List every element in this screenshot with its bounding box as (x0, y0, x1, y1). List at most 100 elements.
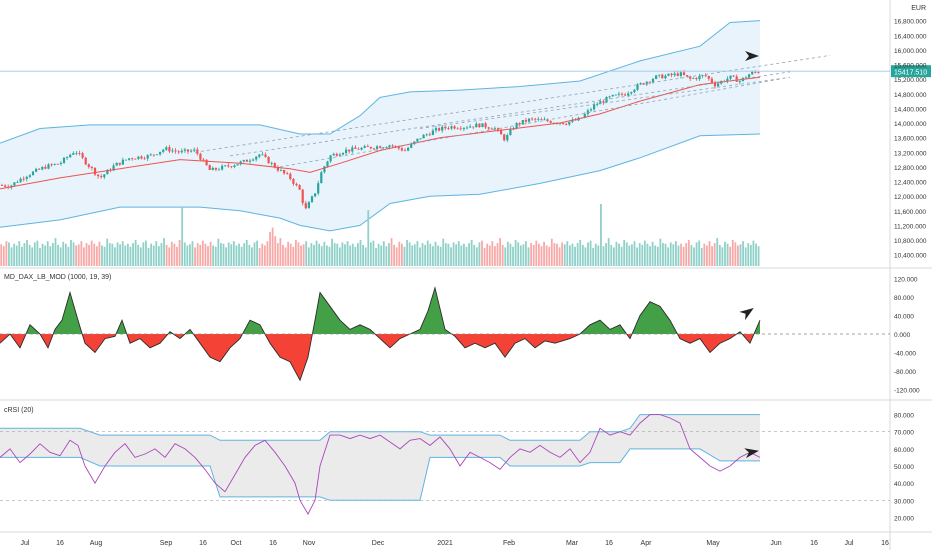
candle[interactable] (385, 147, 388, 148)
candle[interactable] (177, 151, 180, 153)
volume-bar[interactable] (535, 240, 538, 266)
candle[interactable] (38, 168, 41, 170)
volume-bar[interactable] (499, 238, 501, 266)
candle[interactable] (224, 165, 227, 167)
volume-bar[interactable] (682, 246, 685, 266)
volume-bar[interactable] (300, 245, 302, 267)
volume-bar[interactable] (8, 242, 10, 266)
candle[interactable] (326, 161, 329, 167)
volume-bar[interactable] (111, 243, 114, 266)
candle[interactable] (503, 134, 506, 141)
volume-bar[interactable] (326, 245, 328, 267)
candle[interactable] (624, 94, 627, 96)
volume-bar[interactable] (437, 245, 439, 267)
volume-bar[interactable] (581, 244, 584, 266)
oscillator-negative-area[interactable] (0, 334, 760, 381)
candle[interactable] (134, 158, 137, 160)
volume-bar[interactable] (62, 241, 65, 266)
candle[interactable] (521, 120, 524, 125)
volume-bar[interactable] (54, 238, 57, 266)
arrow-marker[interactable] (739, 304, 756, 321)
volume-bar[interactable] (165, 244, 168, 266)
candle[interactable] (93, 168, 97, 175)
candle[interactable] (323, 166, 326, 173)
candle[interactable] (549, 121, 552, 123)
candle[interactable] (738, 81, 741, 82)
candle[interactable] (509, 129, 512, 136)
volume-bar[interactable] (587, 242, 589, 266)
volume-bar[interactable] (615, 241, 618, 266)
volume-bar[interactable] (28, 244, 31, 266)
candle[interactable] (267, 156, 270, 164)
candle[interactable] (298, 185, 301, 190)
candle[interactable] (518, 123, 521, 125)
volume-bar[interactable] (698, 240, 701, 266)
volume-bar[interactable] (625, 242, 628, 266)
volume-bar[interactable] (540, 246, 543, 266)
volume-bar[interactable] (706, 245, 708, 267)
volume-bar[interactable] (124, 245, 127, 267)
candle[interactable] (707, 76, 710, 79)
candle[interactable] (397, 146, 400, 149)
volume-bar[interactable] (333, 243, 336, 266)
candle[interactable] (329, 155, 332, 162)
volume-bar[interactable] (742, 241, 744, 266)
volume-bar[interactable] (191, 241, 194, 266)
volume-bar[interactable] (444, 243, 447, 266)
volume-bar[interactable] (36, 240, 39, 266)
volume-bar[interactable] (545, 245, 548, 267)
volume-bar[interactable] (718, 244, 721, 266)
candle[interactable] (317, 183, 320, 194)
moving-average-line[interactable] (0, 76, 761, 190)
candle[interactable] (81, 153, 84, 158)
volume-bar[interactable] (563, 244, 566, 266)
volume-bar[interactable] (548, 246, 551, 266)
candle[interactable] (44, 167, 47, 169)
volume-bar[interactable] (243, 243, 246, 266)
candle[interactable] (248, 160, 252, 162)
volume-bar[interactable] (18, 241, 21, 266)
candle[interactable] (72, 153, 75, 155)
candle[interactable] (53, 163, 56, 165)
volume-bar[interactable] (729, 246, 732, 266)
volume-bar[interactable] (530, 243, 533, 266)
volume-bar[interactable] (592, 248, 595, 266)
volume-bar[interactable] (656, 246, 659, 266)
volume-bar[interactable] (439, 246, 442, 266)
volume-bar[interactable] (747, 243, 750, 266)
candle[interactable] (620, 93, 624, 95)
candle[interactable] (478, 123, 481, 128)
volume-bar[interactable] (20, 246, 23, 266)
volume-bar[interactable] (429, 243, 432, 266)
volume-bar[interactable] (256, 240, 259, 266)
volume-bar[interactable] (253, 242, 256, 266)
volume-bar[interactable] (569, 245, 571, 267)
candle[interactable] (388, 145, 391, 148)
candle[interactable] (729, 75, 732, 79)
volume-bar[interactable] (452, 242, 455, 266)
candle[interactable] (186, 149, 190, 152)
candle[interactable] (382, 147, 385, 149)
candle[interactable] (279, 170, 283, 171)
candle[interactable] (416, 138, 419, 142)
candle[interactable] (484, 123, 487, 128)
volume-bar[interactable] (424, 244, 427, 266)
candle[interactable] (376, 146, 379, 149)
candle[interactable] (524, 120, 527, 122)
volume-bar[interactable] (238, 243, 240, 266)
volume-bar[interactable] (377, 243, 380, 266)
candle[interactable] (230, 166, 233, 168)
volume-bar[interactable] (235, 245, 238, 267)
candle[interactable] (531, 118, 534, 120)
volume-bar[interactable] (408, 242, 411, 266)
volume-bar[interactable] (152, 245, 155, 267)
volume-bar[interactable] (170, 241, 173, 266)
candle[interactable] (394, 146, 397, 147)
candle[interactable] (611, 94, 614, 97)
volume-bar[interactable] (160, 243, 163, 266)
candle[interactable] (140, 156, 143, 159)
volume-bar[interactable] (341, 242, 344, 266)
candle[interactable] (124, 159, 128, 161)
trend-line[interactable] (419, 76, 791, 129)
volume-bar[interactable] (88, 244, 90, 266)
